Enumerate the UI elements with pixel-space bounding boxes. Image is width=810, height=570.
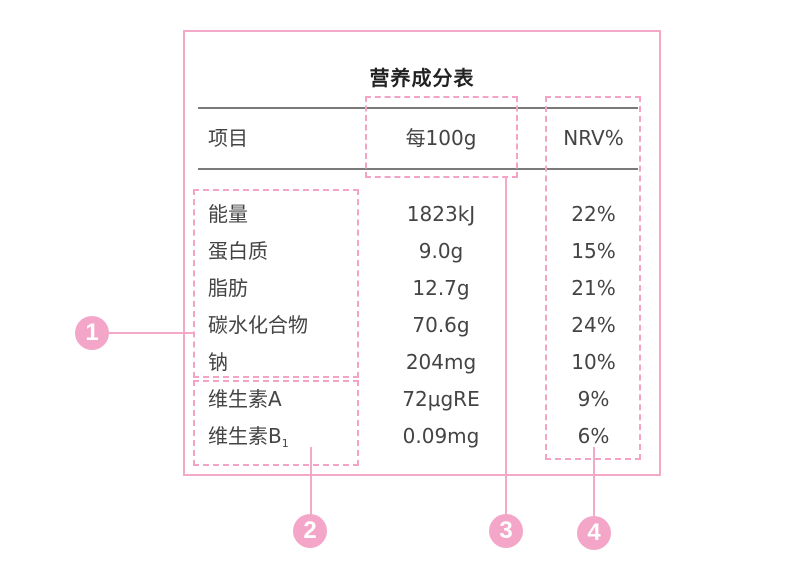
nutrient-value: 9.0g <box>418 239 464 263</box>
nutrient-value: 1823kJ <box>406 202 476 226</box>
nutrient-value: 0.09mg <box>402 424 480 448</box>
vitamins-box <box>193 380 359 466</box>
nutrition-table-frame <box>183 30 661 476</box>
nutrient-name-column: 能量 蛋白质 脂肪 碳水化合物 钠 维生素A 维生素B1 <box>208 196 308 455</box>
nutrient-nrv: 10% <box>571 350 616 374</box>
callout-1-line <box>108 332 195 334</box>
nutrient-value: 204mg <box>405 350 477 374</box>
header-nrv: NRV% <box>563 126 624 150</box>
nutrient-name: 蛋白质 <box>208 239 268 263</box>
nrv-column-box <box>545 96 641 460</box>
nutrient-value: 70.6g <box>412 313 470 337</box>
nutrient-nrv: 22% <box>571 202 616 226</box>
nutrient-nrv: 9% <box>577 387 610 411</box>
callout-1-badge: 1 <box>75 316 109 350</box>
subscript: 1 <box>281 437 289 450</box>
header-per100g: 每100g <box>405 126 477 150</box>
callout-4-badge: 4 <box>577 516 611 550</box>
table-title: 营养成分表 <box>369 66 475 90</box>
nutrient-name: 维生素A <box>208 387 282 411</box>
nutrient-nrv: 21% <box>571 276 616 300</box>
callout-2-line <box>310 447 312 515</box>
nutrient-name: 钠 <box>208 350 228 374</box>
nutrient-name: 能量 <box>208 202 248 226</box>
callout-3-line <box>505 177 507 515</box>
nutrient-name: 脂肪 <box>208 276 248 300</box>
nutrient-nrv: 15% <box>571 239 616 263</box>
nutrient-nrv: 24% <box>571 313 616 337</box>
nutrient-name: 碳水化合物 <box>208 313 308 337</box>
callout-4-line <box>593 447 595 517</box>
nutrient-nrv: 6% <box>577 424 610 448</box>
nutrient-value: 72μgRE <box>402 387 480 411</box>
nutrient-name: 维生素B <box>208 424 282 448</box>
header-bottom-rule <box>198 168 638 170</box>
callout-2-badge: 2 <box>293 514 327 548</box>
header-item: 项目 <box>208 126 248 150</box>
per100g-column: 1823kJ 9.0g 12.7g 70.6g 204mg 72μgRE 0.0… <box>366 196 516 455</box>
nrv-column: 22% 15% 21% 24% 10% 9% 6% <box>545 196 642 455</box>
core-nutrients-box <box>193 189 359 378</box>
per100g-column-box <box>365 96 518 178</box>
callout-3-badge: 3 <box>489 514 523 548</box>
nutrient-name-b1: 维生素B1 <box>208 418 308 455</box>
header-top-rule <box>198 107 638 109</box>
nutrient-value: 12.7g <box>412 276 470 300</box>
